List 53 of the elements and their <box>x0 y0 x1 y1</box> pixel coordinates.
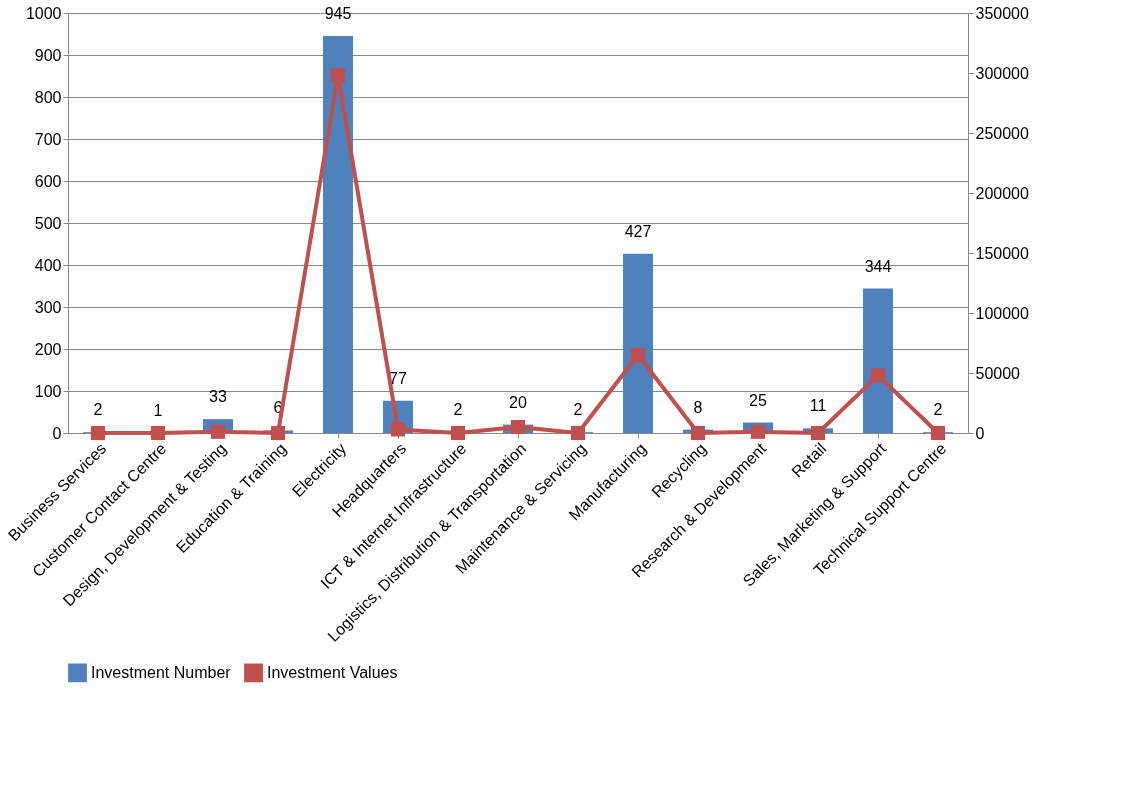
y2-tick-label: 100000 <box>975 304 1029 322</box>
point <box>390 422 406 437</box>
point <box>630 347 646 363</box>
point <box>870 368 886 383</box>
y-tick-label: 400 <box>34 256 62 274</box>
y2-tick-label: 200000 <box>975 184 1029 202</box>
point <box>750 424 766 439</box>
y-tick-label: 300 <box>34 298 62 316</box>
y2-tick-label: 50000 <box>975 364 1021 382</box>
y2-tick-label: 150000 <box>975 244 1029 262</box>
y2-tick-label: 250000 <box>975 124 1029 142</box>
point <box>810 425 826 441</box>
legend-label: Investment Values <box>267 663 398 681</box>
y-tick-label: 0 <box>52 424 62 442</box>
data-label: 20 <box>509 393 527 411</box>
data-label: 427 <box>624 222 652 240</box>
point <box>270 425 286 441</box>
point <box>510 419 526 435</box>
y2-tick-label: 0 <box>975 424 985 442</box>
point <box>690 425 706 441</box>
bar <box>863 288 893 433</box>
data-label: 2 <box>573 401 583 419</box>
data-label: 2 <box>93 401 103 419</box>
data-label: 33 <box>209 388 227 406</box>
data-label: 344 <box>864 257 892 275</box>
data-label: 8 <box>693 398 703 416</box>
y-tick-label: 700 <box>34 130 62 148</box>
y-tick-label: 900 <box>34 46 62 64</box>
y-tick-label: 100 <box>34 382 62 400</box>
data-label: 2 <box>453 401 463 419</box>
y-tick-label: 200 <box>34 340 62 358</box>
point <box>570 425 586 441</box>
bar <box>323 36 353 433</box>
y-tick-label: 800 <box>34 88 62 106</box>
point <box>930 425 946 441</box>
data-label: 2 <box>933 401 943 419</box>
point <box>150 425 166 441</box>
bar <box>623 253 653 433</box>
point <box>450 425 466 441</box>
y-tick-label: 500 <box>34 214 62 232</box>
data-label: 1 <box>153 401 163 419</box>
point <box>210 424 226 439</box>
legend-label: Investment Number <box>91 663 232 681</box>
y-tick-label: 600 <box>34 172 62 190</box>
data-label: 25 <box>749 391 767 409</box>
y2-tick-label: 350000 <box>975 4 1029 22</box>
point <box>90 425 106 441</box>
y2-tick-label: 300000 <box>975 64 1029 82</box>
data-label: 945 <box>324 5 352 23</box>
y-tick-label: 1000 <box>25 4 62 22</box>
data-label: 11 <box>809 397 827 415</box>
point <box>330 68 346 83</box>
data-label: 77 <box>389 369 407 387</box>
